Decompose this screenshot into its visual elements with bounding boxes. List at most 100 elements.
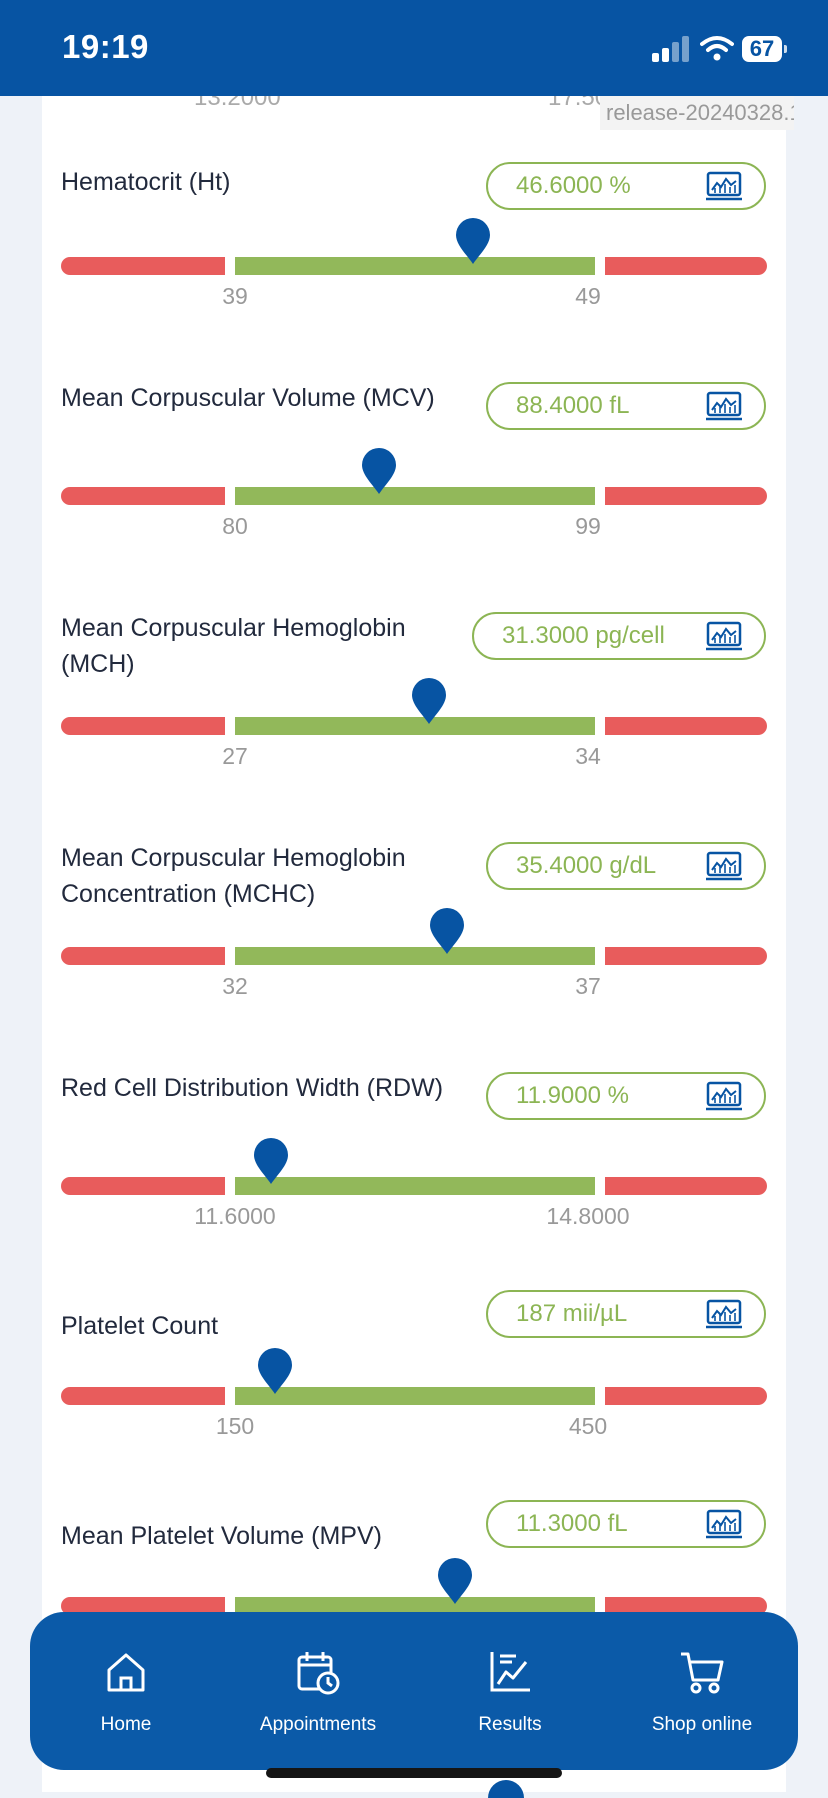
result-name: Mean Corpuscular Volume (MCV) <box>61 384 435 412</box>
cellular-signal-icon <box>652 36 692 62</box>
in-range-segment <box>235 487 595 505</box>
previous-range-low: 13.2000 <box>194 96 281 111</box>
in-range-segment <box>235 717 595 735</box>
range-high-label: 14.8000 <box>546 1203 630 1229</box>
above-range-segment <box>605 1177 767 1195</box>
range-low-label: 27 <box>222 743 248 769</box>
result-item: Platelet Count 187 mii/µL 150 450 <box>42 96 786 1439</box>
result-value: 11.9000 % <box>516 1082 629 1109</box>
result-item: Mean Corpuscular Hemoglobin Concentratio… <box>42 96 786 999</box>
result-name: Platelet Count <box>61 1312 219 1340</box>
above-range-segment <box>605 257 767 275</box>
value-marker-icon <box>253 1137 289 1185</box>
below-range-segment <box>61 257 225 275</box>
result-value-button[interactable]: 11.3000 fL <box>486 1500 766 1548</box>
result-item: Mean Corpuscular Volume (MCV) 88.4000 fL 8… <box>42 96 786 539</box>
status-bar: 19:19 67 <box>0 0 828 96</box>
reference-range-bar: 80 99 <box>61 448 767 539</box>
nav-shop-online-label: Shop online <box>651 1714 753 1735</box>
bottom-navigation: Home Appointments Results Shop online <box>30 1612 798 1770</box>
in-range-segment <box>235 1387 595 1405</box>
result-name: Mean Corpuscular Hemoglobin Concentratio… <box>61 844 406 908</box>
value-marker-icon <box>257 1347 293 1395</box>
result-name: Mean Platelet Volume (MPV) <box>61 1522 382 1550</box>
nav-home[interactable]: Home <box>30 1612 222 1770</box>
reference-range-bar: 39 49 <box>61 218 767 309</box>
nav-shop-online[interactable]: Shop online <box>606 1612 798 1770</box>
below-range-segment <box>61 487 225 505</box>
chart-icon <box>706 1081 742 1111</box>
previous-range-labels: 13.2000 17.50 <box>42 96 786 111</box>
below-range-segment <box>61 947 225 965</box>
result-item: Red Cell Distribution Width (RDW) 11.9000… <box>42 96 786 1229</box>
range-high-label: 99 <box>575 513 601 539</box>
results-card: 13.2000 17.50 Hematocrit (Ht) 46.6000 % 39… <box>42 96 786 1792</box>
value-marker-icon <box>361 447 397 495</box>
chart-icon <box>706 851 742 881</box>
result-value-button[interactable]: 88.4000 fL <box>486 382 766 430</box>
above-range-segment <box>605 947 767 965</box>
result-name: Mean Corpuscular Hemoglobin (MCH) <box>61 614 406 678</box>
range-marker-icon <box>488 1780 524 1798</box>
range-low-label: 32 <box>222 973 248 999</box>
nav-results[interactable]: Results <box>414 1612 606 1770</box>
reference-range-bar <box>61 1558 767 1615</box>
chart-icon <box>706 391 742 421</box>
result-value: 88.4000 fL <box>516 392 630 419</box>
reference-range-bar: 11.6000 14.8000 <box>61 1138 767 1229</box>
result-value: 11.3000 fL <box>516 1510 628 1537</box>
in-range-segment <box>235 257 595 275</box>
range-high-label: 450 <box>568 1413 608 1439</box>
result-item: Hematocrit (Ht) 46.6000 % 39 49 <box>42 96 786 326</box>
result-item: Mean Platelet Volume (MPV) 11.3000 fL <box>42 96 786 1615</box>
cart-icon <box>681 1652 724 1694</box>
result-name: Hematocrit (Ht) <box>61 168 231 196</box>
result-name: Red Cell Distribution Width (RDW) <box>61 1074 444 1102</box>
below-range-segment <box>61 1177 225 1195</box>
chart-icon <box>706 1299 742 1329</box>
range-low-label: 150 <box>215 1413 255 1439</box>
reference-range-bar: 150 450 <box>61 1348 767 1439</box>
above-range-segment <box>605 1387 767 1405</box>
range-low-label: 39 <box>222 283 248 309</box>
result-value: 35.4000 g/dL <box>516 852 657 879</box>
result-value: 187 mii/µL <box>516 1300 628 1327</box>
wifi-icon <box>700 36 734 61</box>
calendar-clock-icon <box>297 1652 340 1695</box>
below-range-segment <box>61 1387 225 1405</box>
home-indicator[interactable] <box>266 1768 562 1778</box>
result-value-button[interactable]: 11.9000 % <box>486 1072 766 1120</box>
below-range-segment <box>61 1597 225 1615</box>
in-range-segment <box>235 1177 595 1195</box>
result-value-button[interactable]: 187 mii/µL <box>486 1290 766 1338</box>
above-range-segment <box>605 487 767 505</box>
range-high-label: 49 <box>575 283 601 309</box>
chart-icon <box>706 171 742 201</box>
nav-appointments[interactable]: Appointments <box>222 1612 414 1770</box>
result-value: 46.6000 % <box>516 172 631 199</box>
in-range-segment <box>235 947 595 965</box>
result-value-button[interactable]: 46.6000 % <box>486 162 766 210</box>
result-value-button[interactable]: 35.4000 g/dL <box>486 842 766 890</box>
chart-icon <box>706 1509 742 1539</box>
nav-appointments-label: Appointments <box>259 1714 377 1735</box>
above-range-segment <box>605 717 767 735</box>
range-low-label: 11.6000 <box>194 1203 276 1229</box>
result-item: Mean Corpuscular Hemoglobin (MCH) 31.3000… <box>42 96 786 769</box>
range-high-label: 34 <box>575 743 601 769</box>
range-low-label: 80 <box>222 513 248 539</box>
result-value-button[interactable]: 31.3000 pg/cell <box>472 612 766 660</box>
value-marker-icon <box>411 677 447 725</box>
reference-range-bar: 27 34 <box>61 678 767 769</box>
results-chart-icon <box>490 1652 530 1692</box>
below-range-segment <box>61 717 225 735</box>
in-range-segment <box>235 1597 595 1615</box>
chart-icon <box>706 621 742 651</box>
status-time: 19:19 <box>62 28 149 65</box>
release-label: release-20240328.1 <box>600 96 794 130</box>
battery-icon: 67 <box>742 36 787 62</box>
nav-home-label: Home <box>100 1714 152 1735</box>
value-marker-icon <box>429 907 465 955</box>
range-high-label: 37 <box>575 973 601 999</box>
reference-range-bar: 32 37 <box>61 908 767 999</box>
